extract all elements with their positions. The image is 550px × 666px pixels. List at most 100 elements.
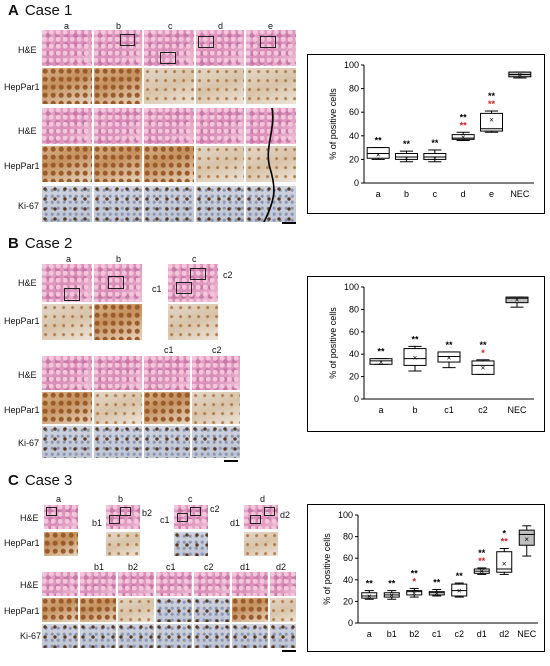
a-hep-high-b: [94, 146, 142, 182]
b-bottom-col-c1: c1: [164, 345, 174, 355]
c-ki-d1: [232, 624, 268, 648]
x-tick-label: c1: [444, 405, 454, 415]
x-tick-label: b1: [387, 629, 397, 639]
box-a: [361, 592, 378, 599]
box-b2: [406, 590, 423, 596]
b-hep-low-c: [168, 304, 218, 340]
x-tick-label: a: [376, 189, 381, 199]
x-tick-label: c2: [478, 405, 488, 415]
mean-marker: ×: [489, 115, 494, 124]
a-col-a: a: [64, 21, 70, 31]
x-tick-label: b2: [409, 629, 419, 639]
significance-stars: **: [388, 579, 396, 589]
a-he-low-a: [42, 30, 92, 66]
box-d: [451, 134, 475, 140]
y-tick-label: 100: [344, 282, 359, 292]
y-tick-label: 20: [349, 372, 359, 382]
b-c2-pointer: c2: [223, 270, 233, 280]
x-tick-label: e: [489, 189, 494, 199]
a-hep-high-e: [246, 146, 296, 182]
y-axis-label: % of positive cells: [328, 88, 338, 160]
a-row-ki: Ki-67: [18, 201, 40, 211]
c-ki-a: [42, 624, 78, 648]
x-tick-label: d1: [477, 629, 487, 639]
y-tick-label: 60: [349, 107, 359, 117]
a-col-c: c: [168, 21, 173, 31]
c-hep-high-c2: [194, 598, 230, 622]
significance-stars: **: [375, 136, 383, 146]
mean-marker: ×: [376, 151, 381, 160]
b-ki-c2: [192, 426, 240, 458]
x-tick-label: a: [367, 629, 372, 639]
mean-marker: ×: [524, 535, 529, 544]
box-e: [480, 112, 503, 132]
mean-marker: ×: [479, 567, 484, 576]
c-he-low-c: [174, 505, 208, 529]
y-tick-label: 80: [349, 84, 359, 94]
c-ki-b1: [80, 624, 116, 648]
mean-marker: ×: [412, 589, 417, 598]
box-c2: [471, 360, 495, 375]
a-he-low-e: [246, 30, 296, 66]
b-hep-high-c1: [144, 392, 190, 424]
box-d2: [496, 551, 513, 573]
panel-a-letter: A: [8, 2, 19, 19]
b-ki-b: [94, 426, 142, 458]
significance-stars: **: [411, 568, 419, 578]
b-row-hep1: HepPar1: [4, 316, 40, 326]
mean-marker: ×: [517, 70, 522, 79]
a-row-hep2: HepPar1: [4, 161, 40, 171]
c-he-low-a: [44, 505, 78, 529]
b-row-he2: H&E: [18, 370, 37, 380]
c-hep-high-c1: [156, 598, 192, 622]
b-row-ki: Ki-67: [18, 438, 40, 448]
b-c1-pointer: c1: [152, 284, 162, 294]
chart-a: 0 20 40 60 80 100 % of positive cells a b c d e NEC ×…: [328, 60, 534, 199]
a-hep-high-c: [144, 146, 194, 182]
significance-stars: *: [502, 528, 506, 538]
b-he-high-b: [94, 356, 142, 390]
mean-marker: ×: [434, 589, 439, 598]
box-c: [423, 153, 447, 160]
b-hep-low-a: [42, 304, 92, 340]
c-sub-b1: b1: [92, 518, 103, 528]
c-sub-c2: c2: [210, 504, 220, 514]
mean-marker: ×: [432, 154, 437, 163]
significance-stars: **: [460, 120, 468, 130]
a-he-low-d: [196, 30, 244, 66]
significance-stars: **: [479, 340, 487, 350]
c-hep-low-c: [174, 532, 208, 556]
y-tick-label: 40: [343, 575, 353, 585]
x-tick-label: c2: [454, 629, 464, 639]
box-NEC: [518, 529, 535, 546]
b-hep-low-b: [94, 304, 142, 340]
a-ki-d: [196, 186, 244, 222]
c-he-high-b1a: [80, 572, 116, 596]
a-hep-high-a: [42, 146, 92, 182]
c-he-high-b2: [118, 572, 154, 596]
b-row-he1: H&E: [18, 278, 37, 288]
x-tick-label: NEC: [510, 189, 530, 199]
y-tick-label: 80: [343, 532, 353, 542]
mean-marker: ×: [404, 154, 409, 163]
c-hep-high-a: [42, 598, 78, 622]
c-col-d: d: [260, 494, 266, 504]
y-tick-label: 40: [349, 131, 359, 141]
panel-c-label: C Case 3: [8, 472, 72, 489]
y-axis-label: % of positive cells: [328, 307, 338, 379]
a-hep-low-c: [144, 68, 194, 104]
chart-c: 0 20 40 60 80 100 % of positive cells a b1 b2 c1 c2…: [322, 510, 538, 639]
b-scale-bar: [224, 460, 238, 462]
y-tick-label: 0: [354, 394, 359, 404]
b-hep-high-c2: [192, 392, 240, 424]
y-tick-label: 60: [343, 553, 353, 563]
c-ki-d2: [270, 624, 296, 648]
b-he-low-a: [42, 264, 92, 302]
a-col-d: d: [218, 21, 224, 31]
b-he-low-b: [94, 264, 142, 302]
c-sub-c1: c1: [160, 515, 170, 525]
c-sub-b2: b2: [142, 508, 153, 518]
significance-stars: **: [501, 536, 509, 546]
b-he-low-c: [168, 264, 218, 302]
box-c1: [437, 351, 461, 363]
